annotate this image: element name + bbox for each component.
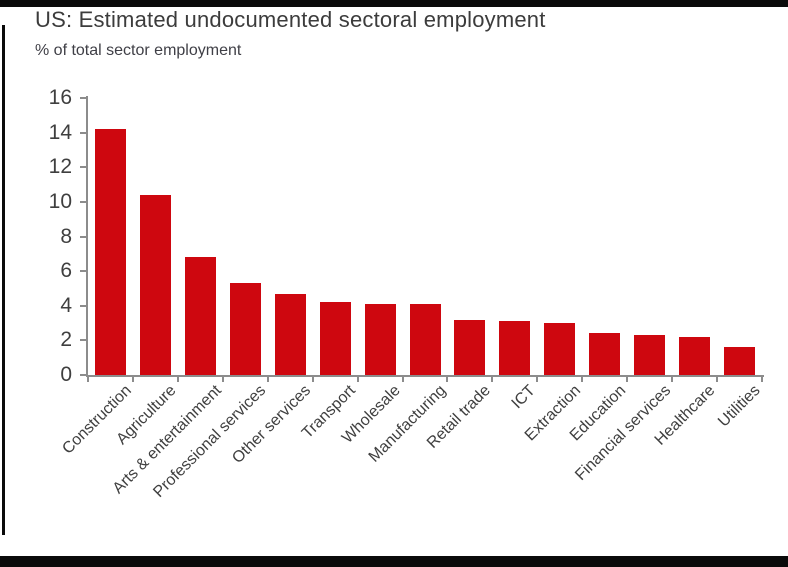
y-axis-tick xyxy=(80,166,86,169)
y-axis-tick xyxy=(80,304,86,307)
y-axis-label: 0 xyxy=(60,363,72,386)
bar xyxy=(454,319,486,375)
x-axis-tick xyxy=(221,377,224,382)
y-axis-tick xyxy=(80,200,86,203)
y-axis-label: 12 xyxy=(48,155,72,179)
bar xyxy=(364,304,396,375)
y-axis-tick xyxy=(80,97,86,99)
x-axis-tick xyxy=(491,377,494,382)
left-border xyxy=(2,25,5,535)
x-axis-tick xyxy=(266,377,269,382)
bar xyxy=(544,323,576,375)
y-axis-label: 2 xyxy=(60,328,72,352)
x-axis-label: ICT xyxy=(508,382,539,413)
x-axis-tick xyxy=(401,377,404,382)
bar xyxy=(634,335,666,375)
x-axis-tick xyxy=(626,377,629,382)
y-axis-label: 8 xyxy=(60,224,72,248)
bar xyxy=(499,321,531,375)
y-axis-tick xyxy=(80,235,86,238)
x-axis-tick xyxy=(446,377,449,382)
x-axis-label: Utilities xyxy=(715,382,764,431)
y-axis-label: 10 xyxy=(48,189,72,213)
x-axis-tick xyxy=(356,377,359,382)
bar xyxy=(229,283,261,375)
y-axis-label: 16 xyxy=(48,86,72,109)
bar xyxy=(319,302,351,375)
bar xyxy=(679,336,711,375)
bottom-border xyxy=(0,556,788,567)
x-axis-tick xyxy=(176,377,179,382)
y-axis-tick xyxy=(80,270,86,273)
y-axis-label: 14 xyxy=(48,120,72,144)
chart-subtitle: % of total sector employment xyxy=(35,42,242,59)
bar xyxy=(409,304,441,375)
x-axis-tick xyxy=(581,377,584,382)
y-axis-tick xyxy=(80,374,86,376)
y-axis-label: 6 xyxy=(60,259,72,283)
x-axis-tick xyxy=(671,377,674,382)
x-axis-tick xyxy=(536,377,539,382)
chart-title: US: Estimated undocumented sectoral empl… xyxy=(35,7,546,32)
y-axis-label: 4 xyxy=(60,293,72,317)
x-axis-tick xyxy=(716,377,719,382)
bar xyxy=(184,257,216,375)
bar xyxy=(139,194,171,375)
x-axis-tick xyxy=(87,377,89,382)
bar xyxy=(94,129,126,375)
y-axis-tick xyxy=(80,339,86,342)
top-border xyxy=(0,0,788,7)
x-axis-tick xyxy=(131,377,134,382)
x-axis-tick xyxy=(311,377,314,382)
x-axis-tick xyxy=(761,377,763,382)
y-axis-tick xyxy=(80,131,86,134)
bar xyxy=(724,347,756,375)
y-axis-line xyxy=(86,96,88,377)
bar xyxy=(589,333,621,375)
bar xyxy=(274,293,306,375)
x-axis-line xyxy=(86,375,764,377)
